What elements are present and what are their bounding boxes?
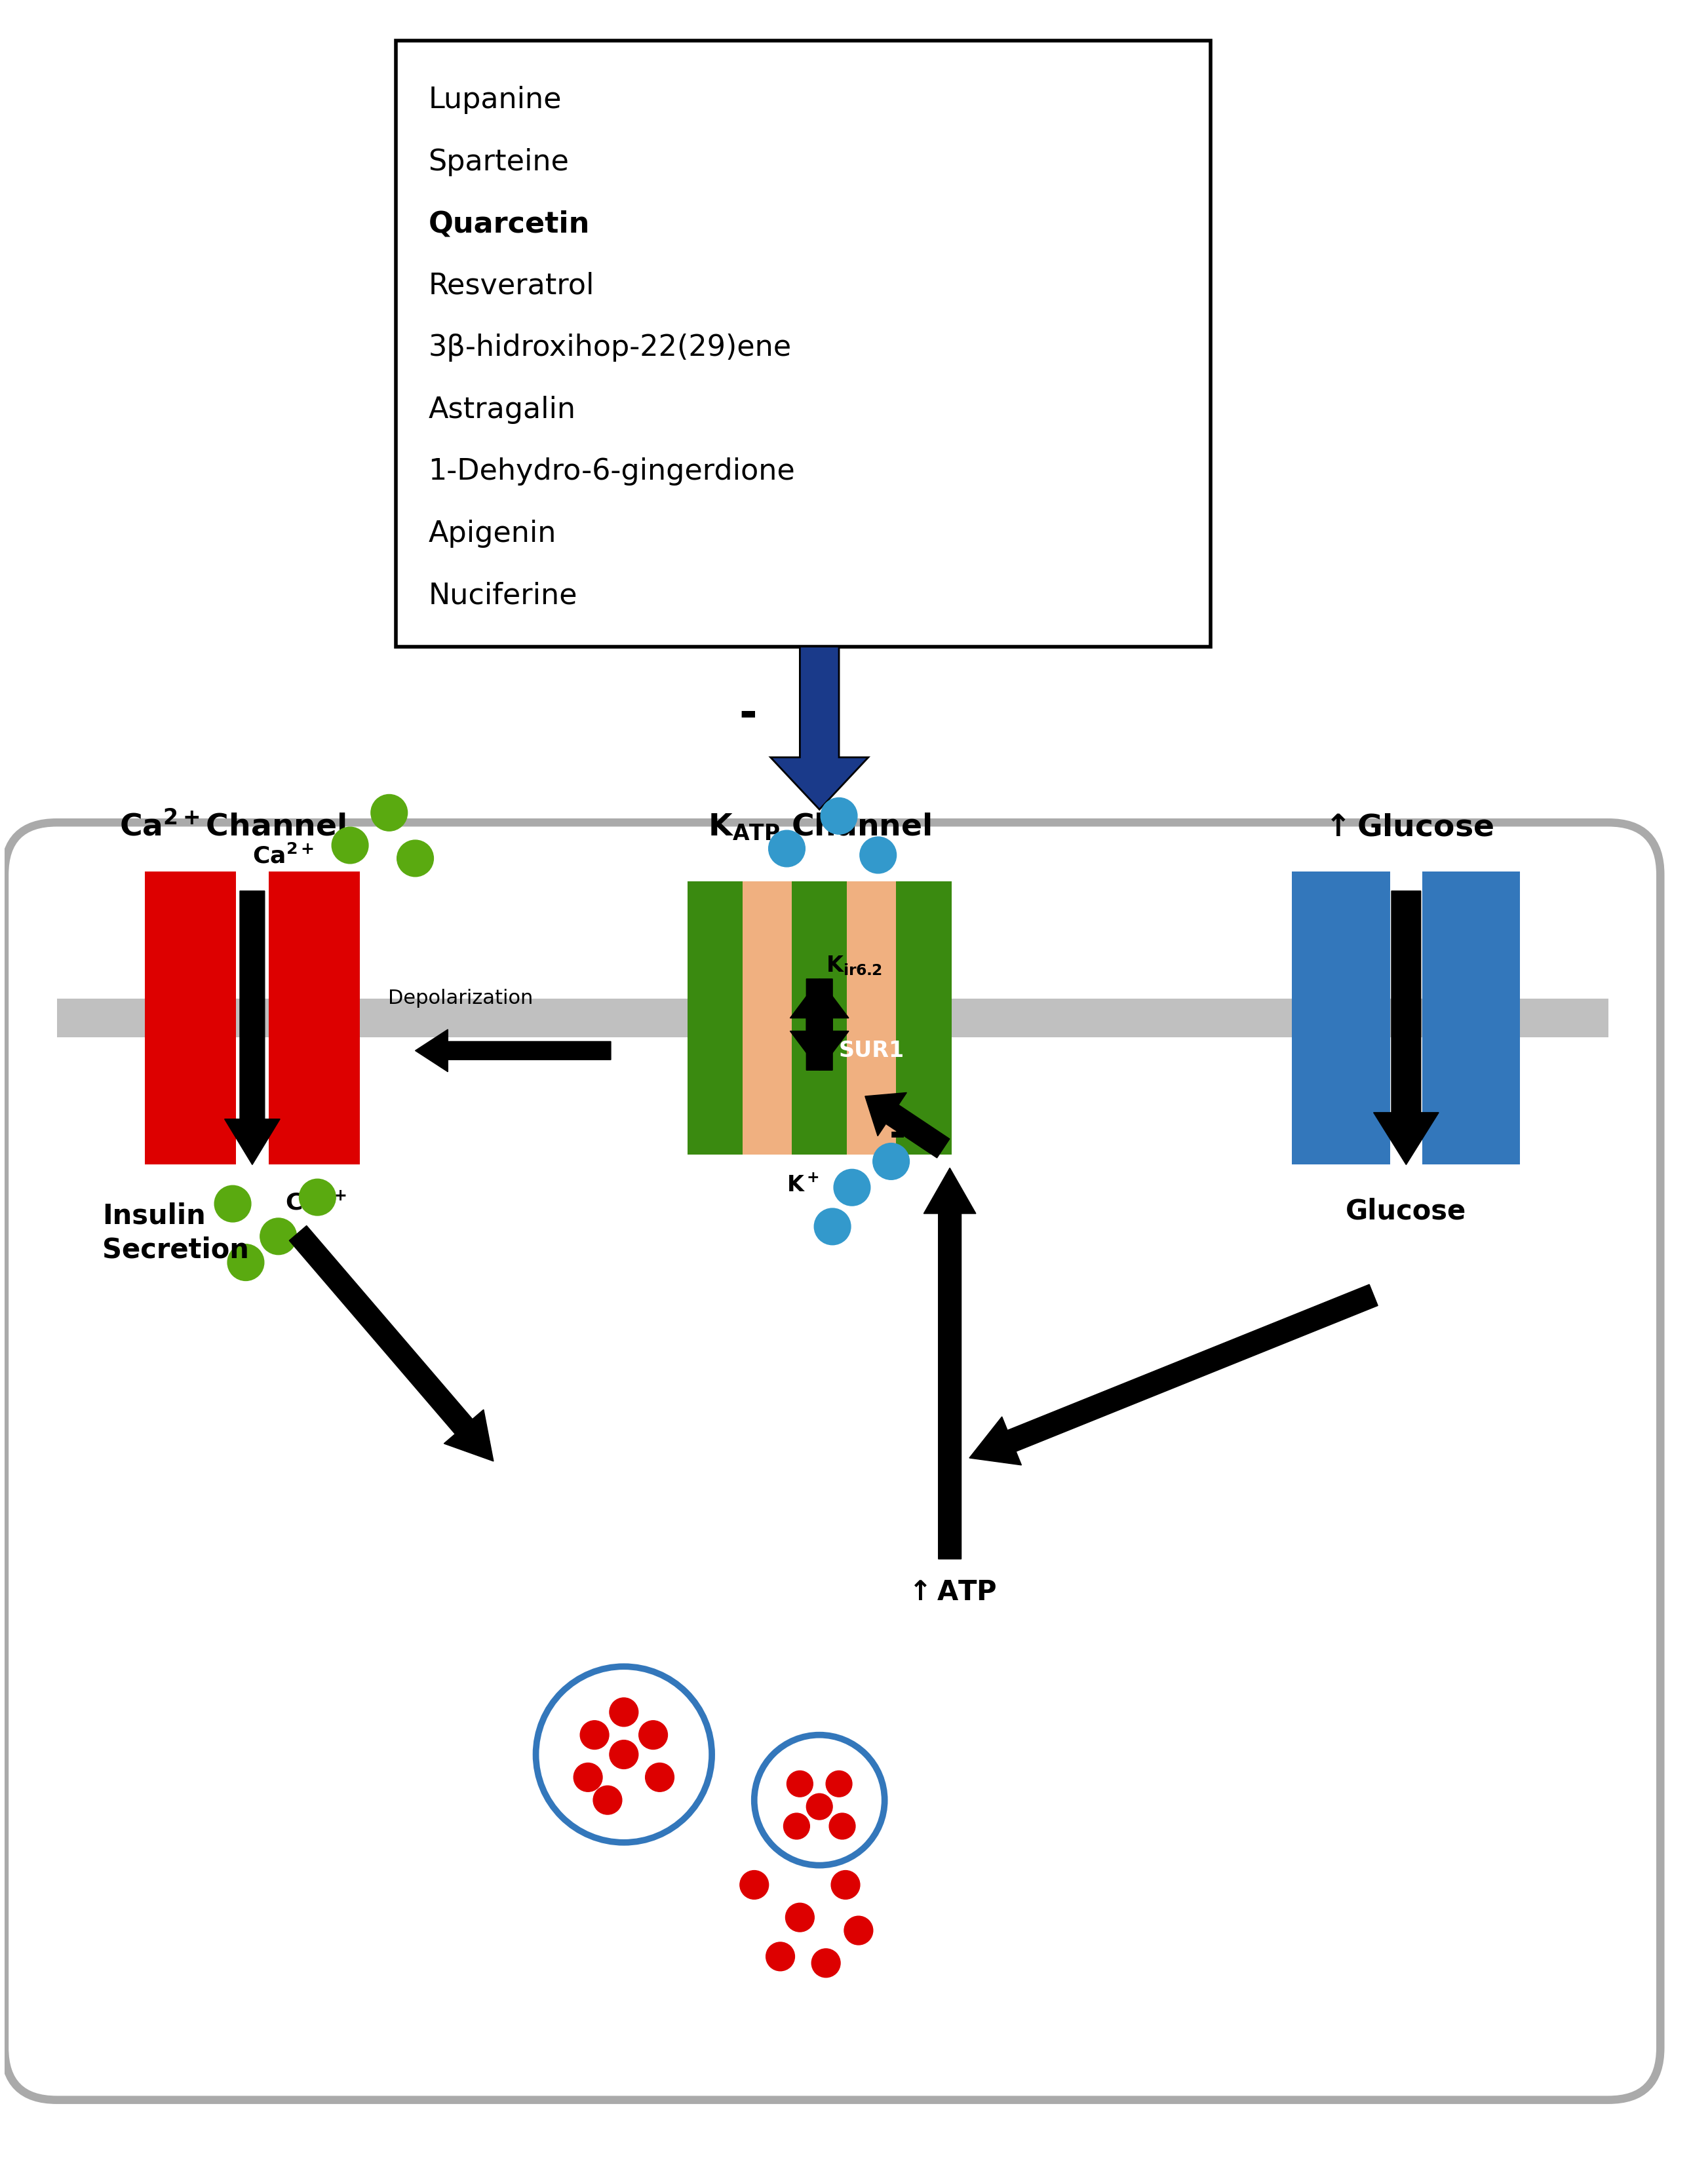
Text: $\mathbf{K_{ir6.2}}$: $\mathbf{K_{ir6.2}}$ [825,954,883,976]
FancyArrow shape [790,978,849,1070]
Circle shape [609,1741,638,1769]
Text: Apigenin: Apigenin [428,520,556,548]
Circle shape [825,1771,852,1797]
Circle shape [873,1142,910,1179]
FancyArrow shape [790,978,849,1070]
Text: $\mathbf{\uparrow ATP}$: $\mathbf{\uparrow ATP}$ [903,1579,996,1605]
Text: Quarcetin: Quarcetin [428,210,590,238]
Text: 3β-hidroxihop-22(29)ene: 3β-hidroxihop-22(29)ene [428,334,791,363]
Bar [847,880,896,1155]
Circle shape [397,841,433,876]
Circle shape [766,1942,795,1970]
Bar [1422,871,1520,1164]
Bar [145,871,237,1164]
Bar [269,871,360,1164]
FancyArrow shape [289,1225,494,1461]
Bar [896,880,952,1155]
Circle shape [859,836,896,874]
Circle shape [580,1721,609,1749]
Circle shape [331,828,369,863]
Circle shape [609,1697,638,1728]
Text: -: - [739,692,758,736]
Bar [791,880,847,1155]
Bar [1292,871,1390,1164]
Text: $\mathbf{K_{ATP}}$ $\mathbf{Channel}$: $\mathbf{K_{ATP}}$ $\mathbf{Channel}$ [709,812,932,843]
Text: Nuciferine: Nuciferine [428,581,577,609]
Circle shape [536,1666,712,1843]
Circle shape [786,1771,813,1797]
FancyArrow shape [866,1092,950,1158]
Circle shape [820,797,857,834]
Circle shape [786,1902,813,1933]
Text: Glucose: Glucose [1346,1197,1466,1225]
Circle shape [370,795,408,830]
Text: -: - [889,1116,906,1155]
FancyArrow shape [923,1168,976,1559]
Circle shape [812,1948,840,1977]
FancyArrow shape [1373,891,1439,1164]
FancyArrow shape [771,646,867,810]
Text: $\mathbf{Ca^{2+}Channel}$: $\mathbf{Ca^{2+}Channel}$ [120,810,347,843]
Text: $\mathbf{K^+}$: $\mathbf{K^+}$ [786,1175,820,1197]
Text: 1-Dehydro-6-gingerdione: 1-Dehydro-6-gingerdione [428,456,795,485]
Circle shape [741,1870,769,1900]
FancyArrow shape [416,1029,610,1072]
Circle shape [639,1721,668,1749]
Circle shape [769,830,805,867]
Circle shape [807,1793,832,1819]
Text: Resveratrol: Resveratrol [428,271,594,299]
Circle shape [646,1762,675,1791]
Circle shape [844,1915,873,1944]
FancyBboxPatch shape [396,41,1211,646]
Text: Sparteine: Sparteine [428,149,570,177]
Circle shape [783,1813,810,1839]
Circle shape [228,1245,264,1280]
Circle shape [260,1219,296,1254]
Bar [688,880,742,1155]
FancyArrow shape [969,1284,1378,1465]
Circle shape [832,1870,859,1900]
FancyBboxPatch shape [5,823,1661,2099]
Text: Insulin
Secretion: Insulin Secretion [103,1203,249,1265]
Circle shape [573,1762,602,1791]
Text: $\mathbf{Ca^{2+}}$: $\mathbf{Ca^{2+}}$ [284,1190,347,1214]
Text: $\mathbf{Ca^{2+}}$: $\mathbf{Ca^{2+}}$ [252,845,315,867]
Circle shape [834,1168,871,1206]
Text: Depolarization: Depolarization [389,989,533,1009]
Text: Lupanine: Lupanine [428,85,561,114]
Circle shape [754,1734,884,1865]
Bar [742,880,791,1155]
Circle shape [829,1813,856,1839]
Bar [57,998,1608,1037]
Circle shape [594,1787,622,1815]
Text: $\mathbf{\uparrow Glucose}$: $\mathbf{\uparrow Glucose}$ [1319,812,1493,843]
Circle shape [813,1208,851,1245]
Circle shape [299,1179,337,1216]
FancyArrow shape [225,891,281,1164]
Text: Astragalin: Astragalin [428,395,575,424]
Circle shape [215,1186,250,1223]
Text: SUR1: SUR1 [839,1040,905,1061]
